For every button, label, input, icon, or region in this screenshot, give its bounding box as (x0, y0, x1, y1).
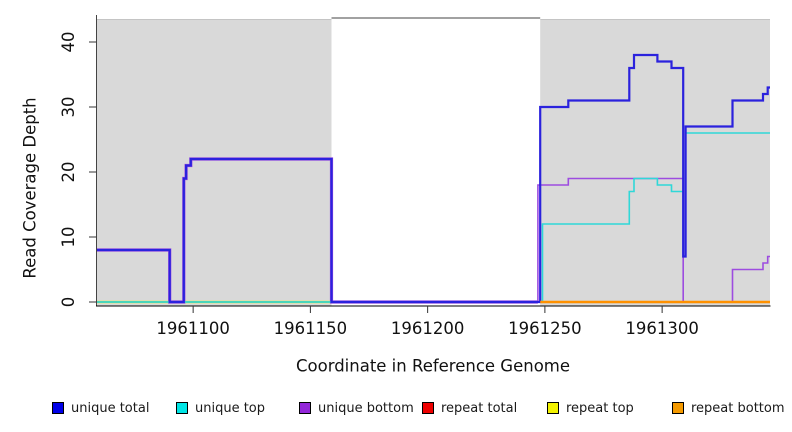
x-tick-label: 1961200 (391, 319, 465, 338)
legend-item-repeat-top: repeat top (547, 399, 634, 417)
x-tick-label: 1961100 (156, 319, 230, 338)
repeat-top-swatch-icon (547, 402, 559, 414)
series-unique-total (97, 53, 770, 304)
legend-item-repeat-bottom: repeat bottom (672, 399, 785, 417)
legend-label: unique total (71, 400, 150, 416)
legend-label: repeat top (566, 400, 634, 416)
legend-item-unique-top: unique top (176, 399, 265, 417)
y-tick-label: 0 (59, 297, 78, 308)
legend-label: unique bottom (318, 400, 414, 416)
y-tick-label: 10 (59, 227, 78, 248)
shaded-region-left (97, 20, 332, 306)
x-tick-label: 1961250 (508, 319, 582, 338)
unique-total-swatch-icon (52, 402, 64, 414)
y-tick-label: 30 (59, 97, 78, 118)
legend: unique total unique top unique bottom re… (0, 399, 792, 421)
legend-label: repeat bottom (691, 400, 785, 416)
y-tick-label: 40 (59, 32, 78, 53)
x-axis-title: Coordinate in Reference Genome (295, 356, 571, 376)
legend-item-unique-bottom: unique bottom (299, 399, 414, 417)
unique-bottom-swatch-icon (299, 402, 311, 414)
legend-label: repeat total (441, 400, 518, 416)
repeat-bottom-swatch-icon (672, 402, 684, 414)
legend-item-unique-total: unique total (52, 399, 149, 417)
repeat-total-swatch-icon (422, 402, 434, 414)
legend-item-repeat-total: repeat total (422, 399, 517, 417)
x-tick-label: 1961150 (274, 319, 348, 338)
unique-top-swatch-icon (176, 402, 188, 414)
y-axis-title: Read Coverage Depth (20, 97, 40, 279)
x-tick-label: 1961300 (625, 319, 699, 338)
y-tick-label: 20 (59, 162, 78, 183)
legend-label: unique top (195, 400, 266, 416)
shaded-region-right (540, 20, 770, 306)
